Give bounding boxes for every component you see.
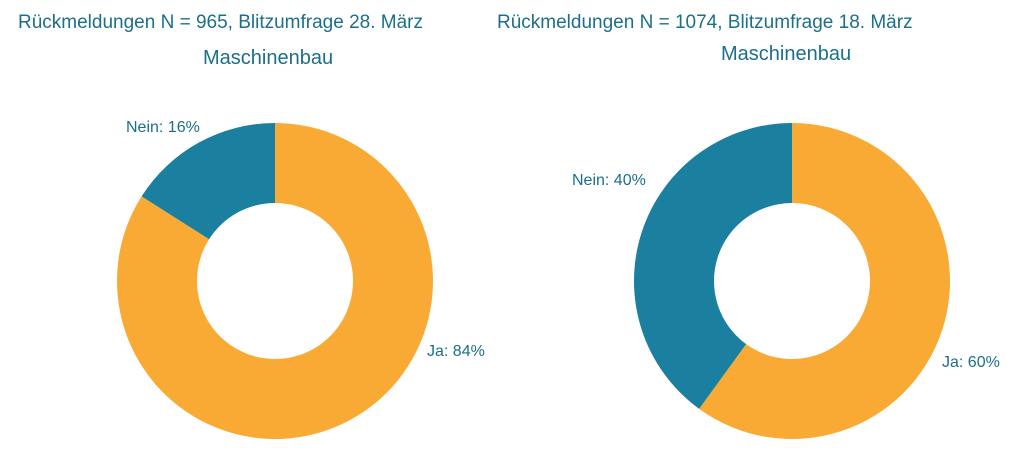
- chart-2-slice-nein: [634, 123, 792, 409]
- chart-2-subtitle: Maschinenbau: [721, 43, 852, 65]
- chart-1-slice-nein: [141, 123, 275, 240]
- chart-1-subtitle: Maschinenbau: [203, 47, 334, 69]
- chart-2-label-ja: Ja: 60%: [942, 354, 1000, 371]
- chart-1-label-nein: Nein: 16%: [126, 119, 200, 136]
- chart-1-title: Rückmeldungen N = 965, Blitzumfrage 28. …: [18, 12, 424, 33]
- chart-2-title: Rückmeldungen N = 1074, Blitzumfrage 18.…: [497, 12, 913, 33]
- chart-2-label-nein: Nein: 40%: [572, 172, 646, 189]
- chart-1-slice-ja: [117, 123, 434, 439]
- chart-1-label-ja: Ja: 84%: [427, 343, 485, 360]
- chart-2-slice-ja: [699, 123, 951, 439]
